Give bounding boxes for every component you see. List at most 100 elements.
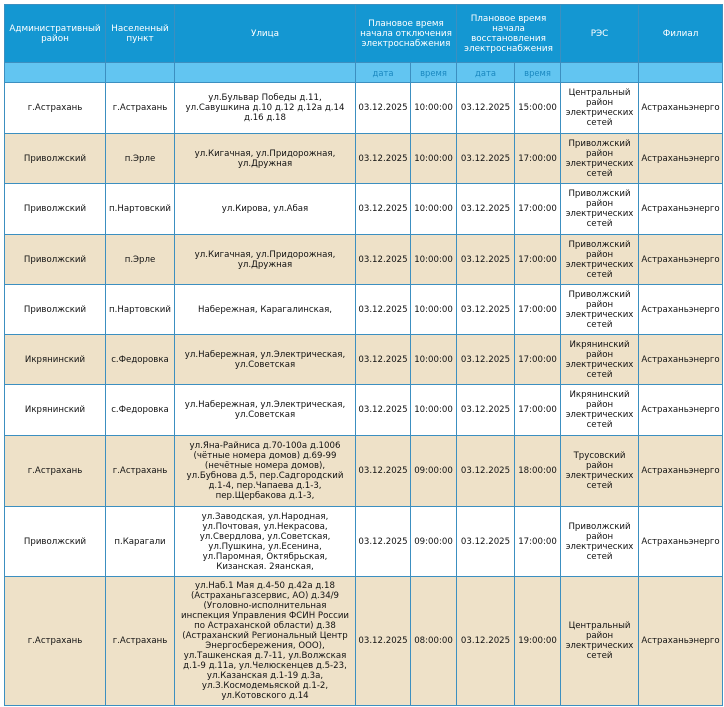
cell-off-time: 10:00:00 — [409, 284, 458, 335]
cell-off-time: 10:00:00 — [409, 334, 458, 385]
cell-off-time: 10:00:00 — [409, 234, 458, 285]
cell-district: Приволжский — [4, 234, 106, 285]
cell-on-time: 17:00:00 — [514, 384, 562, 436]
cell-district: Приволжский — [4, 284, 106, 335]
cell-on-date: 03.12.2025 — [456, 234, 516, 285]
cell-off-date: 03.12.2025 — [355, 234, 411, 285]
cell-district: Приволжский — [4, 183, 106, 235]
outage-schedule-table: Административный район Населенный пункт … — [4, 4, 724, 706]
cell-locality: с.Федоровка — [105, 334, 175, 385]
cell-district: Икрянинский — [4, 384, 106, 436]
header-res: РЭС — [560, 4, 640, 63]
header-restore: Плановое время начала восстановления эле… — [456, 4, 562, 63]
cell-res: Приволжский район электрических сетей — [560, 234, 640, 285]
subheader-empty — [560, 62, 640, 83]
table-row: Икрянинский с.Федоровка ул.Набережная, ул.… — [4, 334, 724, 385]
cell-district: г.Астрахань — [4, 576, 106, 706]
subheader-empty — [105, 62, 175, 83]
cell-off-date: 03.12.2025 — [355, 506, 411, 577]
cell-on-time: 15:00:00 — [514, 82, 562, 134]
cell-branch: Астраханьэнерго — [638, 284, 724, 335]
cell-off-date: 03.12.2025 — [355, 183, 411, 235]
cell-on-date: 03.12.2025 — [456, 133, 516, 184]
header-locality: Населенный пункт — [105, 4, 175, 63]
cell-on-time: 17:00:00 — [514, 506, 562, 577]
cell-street: ул.Набережная, ул.Электрическая, ул.Сове… — [174, 384, 356, 436]
cell-res: Икрянинский район электрических сетей — [560, 334, 640, 385]
cell-street: ул.Наб.1 Мая д.4-50 д.42а д.18 (Астрахан… — [174, 576, 356, 706]
cell-on-date: 03.12.2025 — [456, 435, 516, 507]
cell-street: ул.Кигачная, ул.Придорожная, ул.Дружная — [174, 234, 356, 285]
cell-street: ул.Кигачная, ул.Придорожная, ул.Дружная — [174, 133, 356, 184]
cell-res: Приволжский район электрических сетей — [560, 133, 640, 184]
cell-locality: п.Эрле — [105, 234, 175, 285]
cell-res: Икрянинский район электрических сетей — [560, 384, 640, 436]
cell-district: г.Астрахань — [4, 435, 106, 507]
header-street: Улица — [174, 4, 356, 63]
cell-on-date: 03.12.2025 — [456, 284, 516, 335]
cell-street: Набережная, Карагалинская, — [174, 284, 356, 335]
table-row: Икрянинский с.Федоровка ул.Набережная, ул.… — [4, 384, 724, 436]
cell-on-time: 17:00:00 — [514, 234, 562, 285]
cell-res: Приволжский район электрических сетей — [560, 183, 640, 235]
table-row: Приволжский п.Карагали ул.Заводская, ул.На… — [4, 506, 724, 577]
table-row: Приволжский п.Эрле ул.Кигачная, ул.Придоро… — [4, 133, 724, 184]
cell-on-date: 03.12.2025 — [456, 384, 516, 436]
cell-branch: Астраханьэнерго — [638, 506, 724, 577]
cell-locality: п.Нартовский — [105, 183, 175, 235]
cell-off-date: 03.12.2025 — [355, 384, 411, 436]
cell-off-time: 09:00:00 — [409, 506, 458, 577]
cell-on-date: 03.12.2025 — [456, 82, 516, 134]
cell-res: Трусовский район электрических сетей — [560, 435, 640, 507]
cell-on-time: 17:00:00 — [514, 133, 562, 184]
cell-on-time: 18:00:00 — [514, 435, 562, 507]
table-row: г.Астрахань г.Астрахань ул.Яна-Райниса д.7… — [4, 435, 724, 507]
cell-district: Приволжский — [4, 506, 106, 577]
cell-off-date: 03.12.2025 — [355, 576, 411, 706]
cell-on-time: 17:00:00 — [514, 334, 562, 385]
cell-off-time: 08:00:00 — [409, 576, 458, 706]
cell-res: Центральный район электрических сетей — [560, 576, 640, 706]
cell-street: ул.Яна-Райниса д.70-100а д.1006 (чётные … — [174, 435, 356, 507]
subheader-on-date: дата — [456, 62, 516, 83]
cell-district: Приволжский — [4, 133, 106, 184]
table-row: г.Астрахань г.Астрахань ул.Бульвар Победы … — [4, 82, 724, 134]
cell-off-date: 03.12.2025 — [355, 82, 411, 134]
cell-branch: Астраханьэнерго — [638, 183, 724, 235]
cell-district: г.Астрахань — [4, 82, 106, 134]
cell-locality: п.Нартовский — [105, 284, 175, 335]
cell-locality: п.Карагали — [105, 506, 175, 577]
cell-street: ул.Набережная, ул.Электрическая, ул.Сове… — [174, 334, 356, 385]
cell-branch: Астраханьэнерго — [638, 234, 724, 285]
cell-district: Икрянинский — [4, 334, 106, 385]
cell-on-date: 03.12.2025 — [456, 334, 516, 385]
cell-off-time: 09:00:00 — [409, 435, 458, 507]
cell-off-time: 10:00:00 — [409, 183, 458, 235]
cell-on-time: 19:00:00 — [514, 576, 562, 706]
cell-off-date: 03.12.2025 — [355, 435, 411, 507]
cell-branch: Астраханьэнерго — [638, 384, 724, 436]
subheader-empty — [4, 62, 106, 83]
cell-locality: г.Астрахань — [105, 576, 175, 706]
cell-branch: Астраханьэнерго — [638, 82, 724, 134]
cell-locality: г.Астрахань — [105, 435, 175, 507]
cell-street: ул.Заводская, ул.Народная, ул.Почтовая, … — [174, 506, 356, 577]
cell-locality: с.Федоровка — [105, 384, 175, 436]
subheader-off-date: дата — [355, 62, 411, 83]
cell-res: Приволжский район электрических сетей — [560, 284, 640, 335]
subheader-off-time: время — [409, 62, 458, 83]
cell-off-date: 03.12.2025 — [355, 284, 411, 335]
cell-street: ул.Бульвар Победы д.11, ул.Савушкина д.1… — [174, 82, 356, 134]
subheader-empty — [174, 62, 356, 83]
table-row: Приволжский п.Нартовский Набережная, Караг… — [4, 284, 724, 335]
table-row: Приволжский п.Нартовский ул.Кирова, ул.Аба… — [4, 183, 724, 235]
cell-branch: Астраханьэнерго — [638, 576, 724, 706]
cell-off-date: 03.12.2025 — [355, 334, 411, 385]
cell-on-time: 17:00:00 — [514, 183, 562, 235]
cell-branch: Астраханьэнерго — [638, 435, 724, 507]
cell-on-date: 03.12.2025 — [456, 183, 516, 235]
cell-street: ул.Кирова, ул.Абая — [174, 183, 356, 235]
header-district: Административный район — [4, 4, 106, 63]
header-off-start: Плановое время начала отключения электро… — [354, 4, 458, 63]
cell-branch: Астраханьэнерго — [638, 133, 724, 184]
